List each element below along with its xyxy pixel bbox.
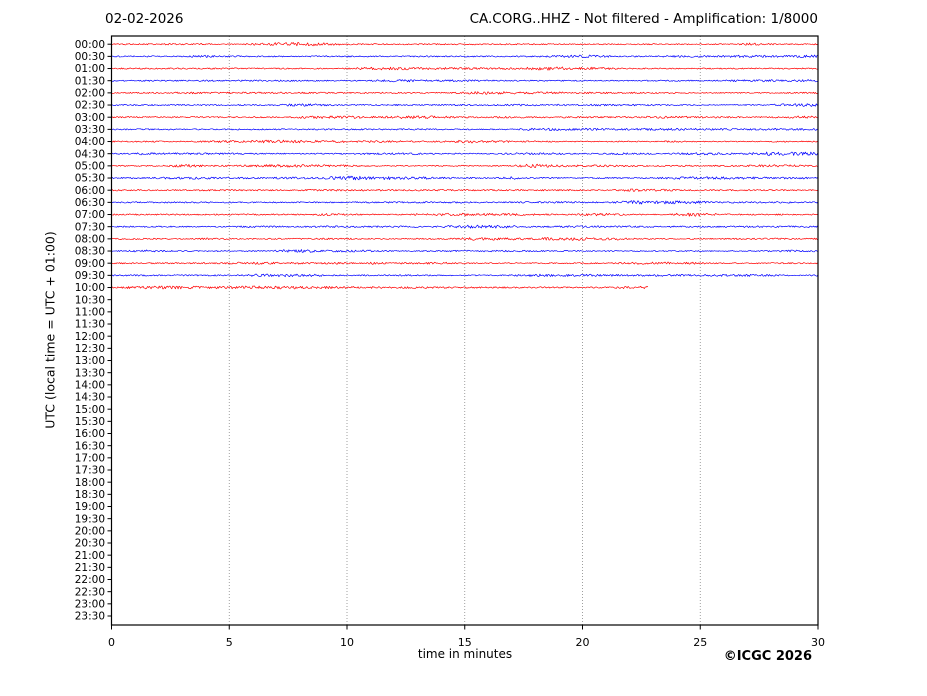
x-axis-label: time in minutes [417,647,513,661]
y-tick-label: 12:30 [75,343,105,355]
y-tick-label: 08:00 [75,234,105,246]
y-tick-label: 23:30 [75,611,105,623]
y-tick-label: 14:00 [75,380,105,392]
y-tick-label: 13:30 [75,367,105,379]
y-tick-label: 06:30 [75,197,105,209]
y-tick-label: 09:30 [75,270,105,282]
seismic-trace-0630 [111,200,819,205]
seismic-trace-0500 [111,163,819,168]
seismic-trace-0830 [111,249,819,253]
seismic-trace-0030 [111,54,819,59]
seismic-trace-0930 [111,273,819,278]
y-tick-label: 00:30 [75,51,105,63]
y-tick-label: 17:30 [75,465,105,477]
x-tick-label: 30 [811,636,825,649]
y-tick-label: 19:30 [75,513,105,525]
x-tick-label: 10 [340,636,354,649]
y-tick-label: 00:00 [75,39,105,51]
plot-border [110,35,819,626]
seismic-trace-0330 [111,127,819,131]
seismic-trace-0900 [111,261,819,265]
x-tick-label: 15 [458,636,472,649]
y-tick-label: 10:00 [75,282,105,294]
y-tick-label: 10:30 [75,294,105,306]
x-tick-label: 5 [226,636,233,649]
copyright-text: ©ICGC 2026 [723,649,812,664]
y-tick-label: 11:00 [75,307,105,319]
y-tick-label: 15:00 [75,404,105,416]
figure-station-title: CA.CORG..HHZ - Not filtered - Amplificat… [469,11,818,27]
y-tick-label: 01:00 [75,63,105,75]
y-tick-label: 20:00 [75,526,105,538]
seismic-trace-0530 [111,175,819,181]
y-tick-label: 20:30 [75,538,105,550]
y-tick-label: 11:30 [75,319,105,331]
y-tick-label: 06:00 [75,185,105,197]
y-tick-label: 15:30 [75,416,105,428]
x-tick-label: 25 [693,636,707,649]
y-tick-label: 18:00 [75,477,105,489]
seismic-trace-0230 [111,103,819,107]
y-tick-label: 09:00 [75,258,105,270]
y-tick-label: 21:00 [75,550,105,562]
y-tick-label: 22:00 [75,574,105,586]
seismic-trace-0730 [111,224,819,229]
seismic-trace-0400 [111,139,819,144]
y-tick-label: 22:30 [75,586,105,598]
seismic-trace-0130 [111,79,819,83]
y-tick-label: 08:30 [75,246,105,258]
seismic-trace-0800 [111,237,819,241]
seismic-trace-0100 [111,66,819,71]
seismic-trace-0000 [111,42,819,47]
seismic-trace-1000 [111,285,649,290]
y-tick-label: 05:00 [75,161,105,173]
y-tick-label: 07:30 [75,221,105,233]
seismic-trace-0600 [111,188,819,192]
y-tick-label: 14:30 [75,392,105,404]
y-tick-label: 02:30 [75,100,105,112]
seismic-trace-0300 [111,115,819,120]
y-tick-label: 02:00 [75,88,105,100]
y-tick-label: 16:30 [75,440,105,452]
y-tick-label: 23:00 [75,599,105,611]
seismic-trace-0200 [111,91,819,95]
y-tick-label: 03:00 [75,112,105,124]
y-tick-label: 16:00 [75,428,105,440]
figure-date-title: 02-02-2026 [105,11,184,27]
y-tick-label: 12:00 [75,331,105,343]
x-tick-label: 0 [108,636,115,649]
seismic-trace-0430 [111,151,819,156]
y-tick-label: 07:00 [75,209,105,221]
y-tick-label: 17:00 [75,453,105,465]
y-tick-label: 18:30 [75,489,105,501]
y-tick-label: 13:00 [75,355,105,367]
seismic-trace-0700 [111,212,819,217]
y-tick-label: 05:30 [75,173,105,185]
x-tick-label: 20 [576,636,590,649]
y-tick-label: 21:30 [75,562,105,574]
y-tick-label: 01:30 [75,75,105,87]
y-tick-label: 04:30 [75,148,105,160]
y-tick-label: 03:30 [75,124,105,136]
y-tick-label: 19:00 [75,501,105,513]
y-tick-label: 04:00 [75,136,105,148]
